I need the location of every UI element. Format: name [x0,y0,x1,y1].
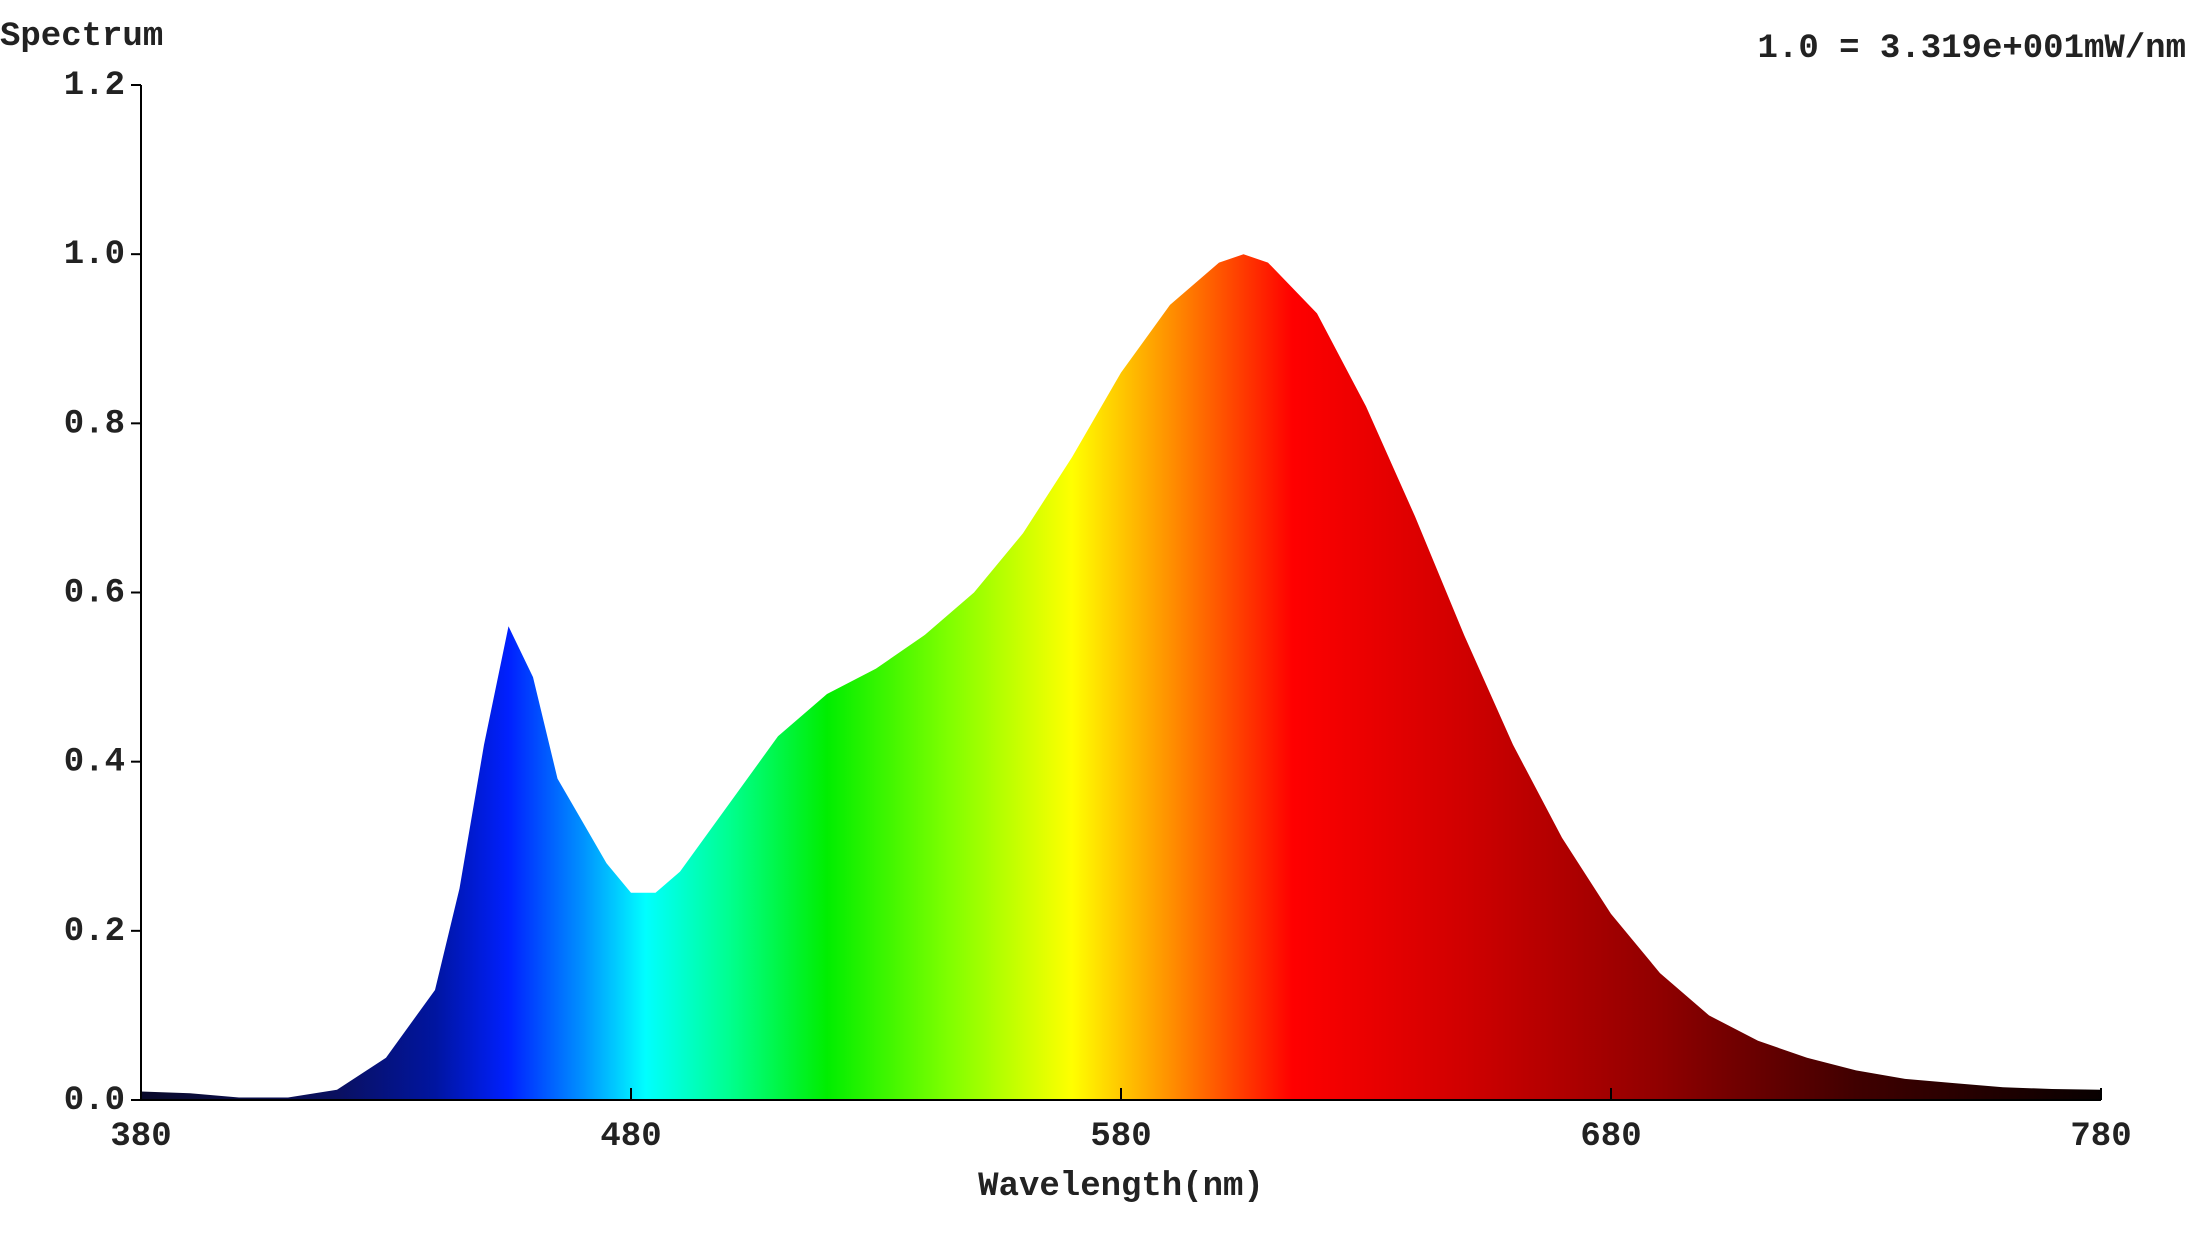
annotation: 1.0 = 3.319e+001mW/nm [1758,30,2186,68]
x-tick-label: 380 [110,1118,171,1156]
y-tick-label: 0.2 [64,913,125,951]
y-tick-label: 0.0 [64,1082,125,1120]
y-tick-label: 0.8 [64,405,125,443]
y-tick-label: 0.6 [64,574,125,612]
x-axis-label: Wavelength(nm) [978,1168,1264,1206]
y-tick-label: 0.4 [64,744,125,782]
y-tick-label: 1.0 [64,236,125,274]
y-axis-label: Spectrum [0,18,163,56]
x-tick-label: 780 [2070,1118,2131,1156]
x-tick-label: 480 [600,1118,661,1156]
spectrum-area [141,254,2101,1100]
x-tick-label: 680 [1580,1118,1641,1156]
y-tick-label: 1.2 [64,67,125,105]
x-tick-label: 580 [1090,1118,1151,1156]
